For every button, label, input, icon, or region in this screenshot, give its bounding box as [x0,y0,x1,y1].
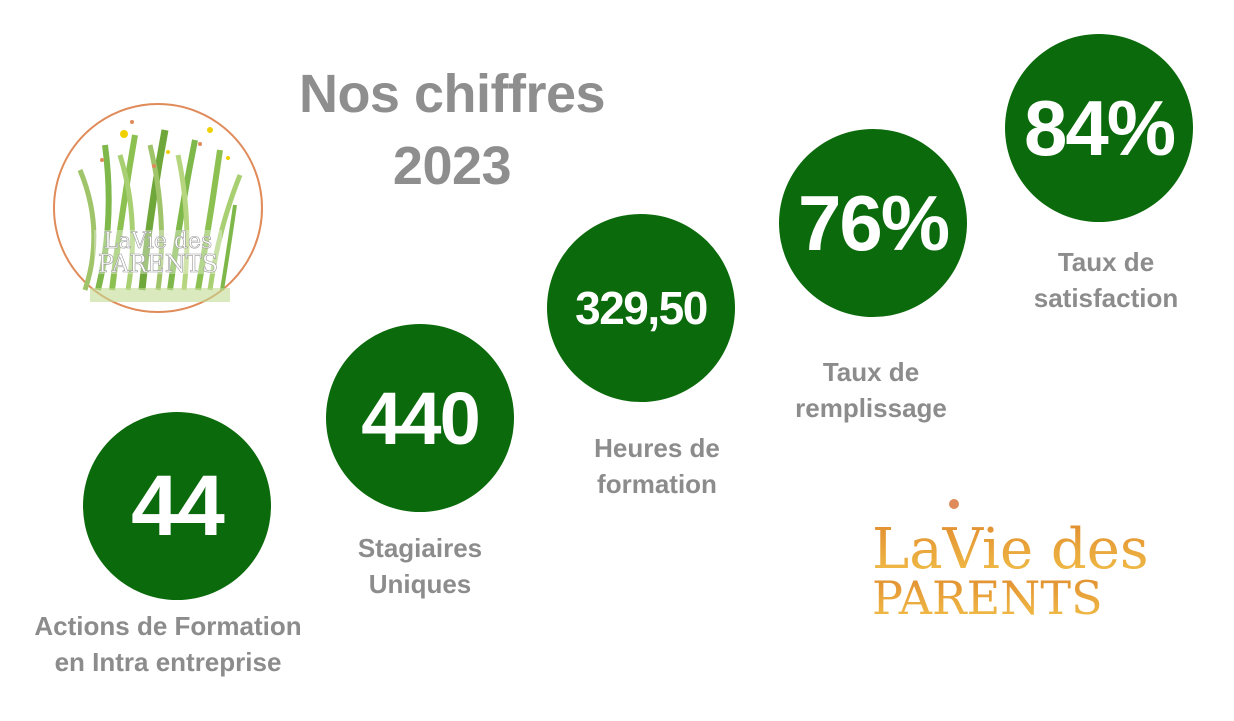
brand-wordmark-logo: LaVie des PARENTS [872,499,1149,625]
wordmark-line-2: PARENTS [872,571,1103,625]
stat-label-actions: Actions de Formation en Intra entreprise [14,608,322,680]
wordmark-line-1: LaVie des [872,517,1149,582]
stat-label-heures-line-1: Heures de [594,433,720,463]
stat-label-stagiaires-line-2: Uniques [368,569,472,599]
grass-icon [77,129,243,302]
stat-value-satisfaction: 84% [1023,83,1176,172]
pollen-dots-icon [100,120,230,168]
stat-label-heures: Heures de formation [562,430,752,502]
stat-label-satisfaction: Taux de satisfaction [1012,244,1200,316]
stat-circle-stagiaires: 440 [326,324,514,512]
stat-value-heures: 329,50 [575,282,708,334]
stat-value-remplissage: 76% [797,178,950,267]
stat-circle-remplissage: 76% [779,129,967,317]
brand-emblem-logo: LaVie des PARENTS [53,103,263,313]
stat-label-satisfaction-line-2: satisfaction [1033,283,1179,313]
emblem-text-line-1: LaVie des [104,229,213,254]
stat-label-remplissage-line-1: Taux de [822,357,920,387]
stat-label-satisfaction-line-1: Taux de [1057,247,1155,277]
title-line-2: 2023 [392,136,512,196]
stat-value-stagiaires: 440 [361,376,480,460]
stat-label-actions-line-1: Actions de Formation [34,611,302,641]
stat-label-stagiaires-line-1: Stagiaires [357,533,483,563]
stat-value-actions: 44 [131,457,225,554]
page-title: Nos chiffres 2023 [252,58,652,202]
stat-label-stagiaires: Stagiaires Uniques [330,530,510,602]
emblem-text-line-2: PARENTS [98,250,218,278]
wordmark-dot-icon [949,499,959,509]
stat-circle-actions: 44 [83,412,271,600]
stat-circle-heures: 329,50 [547,214,735,402]
stat-label-actions-line-2: en Intra entreprise [54,647,282,677]
title-line-1: Nos chiffres [298,64,606,124]
stat-label-remplissage: Taux de remplissage [776,354,966,426]
stat-label-remplissage-line-2: remplissage [795,393,947,423]
stat-label-heures-line-2: formation [597,469,717,499]
stat-circle-satisfaction: 84% [1005,34,1193,222]
